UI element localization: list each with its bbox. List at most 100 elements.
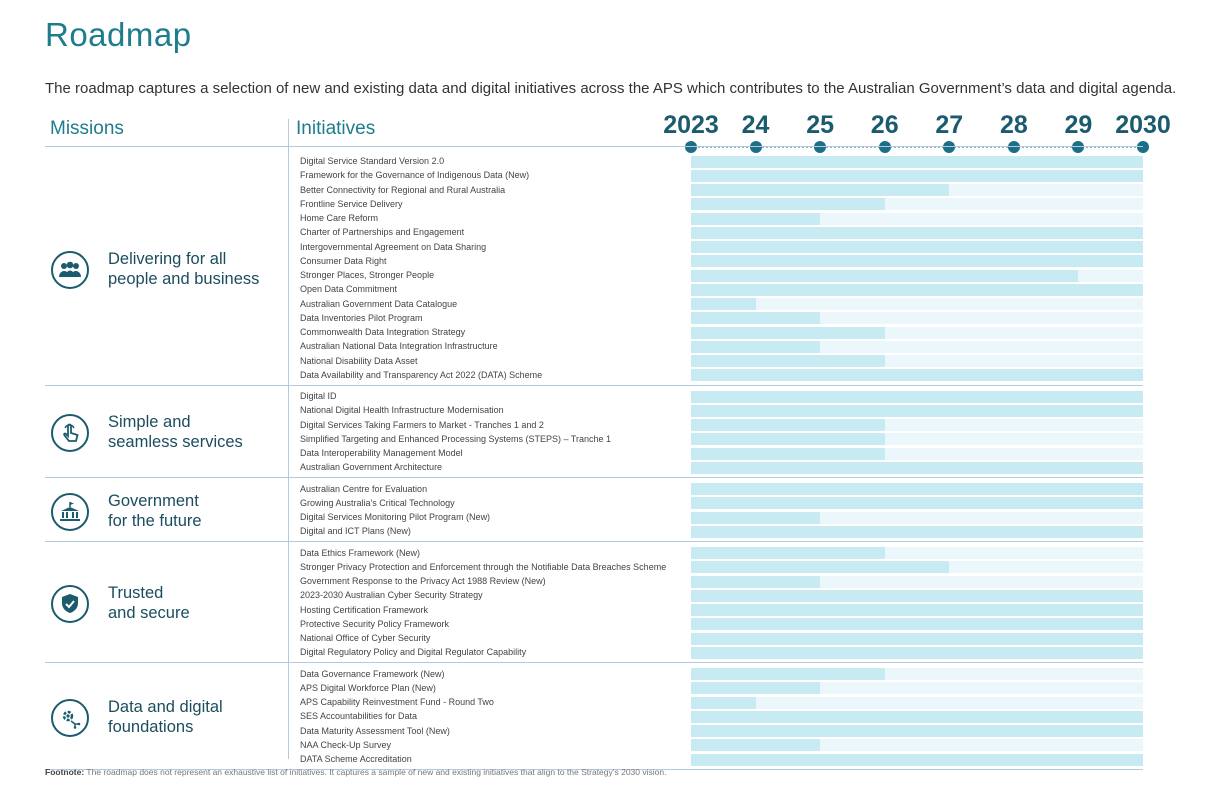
year-tick-label: 2030 [1115,111,1171,139]
initiative-label: Hosting Certification Framework [300,604,429,615]
shield-check-icon [51,585,89,623]
initiative-bar [691,739,821,752]
initiative-bar [691,483,1143,495]
initiative-label: APS Capability Reinvestment Fund - Round… [300,697,494,707]
initiative-bar [691,668,885,680]
initiative-label: Protective Security Policy Framework [300,618,450,629]
initiative-label: Growing Australia's Critical Technology [300,497,455,508]
group-divider [45,477,1143,478]
initiative-bar [691,447,885,460]
initiative-bar [691,226,1143,239]
people-group-icon [51,250,89,289]
initiative-bar [691,390,1143,403]
initiative-label: National Digital Health Infrastructure M… [300,405,504,416]
mission-label: Data and digital foundations [108,697,283,737]
mission-label-line: Delivering for all [108,249,227,268]
initiative-bar [691,682,821,695]
year-tick-label: 2023 [663,111,719,139]
timeline-dot [1137,141,1149,153]
initiative-bar [691,511,821,524]
timeline-dot [749,141,762,153]
initiative-bar [691,497,1143,510]
mission-label-line: foundations [108,717,194,736]
mission-label-line: for the future [108,511,202,530]
initiative-bar [691,155,1143,168]
initiative-bar [691,710,1143,723]
footnote-label: Footnote: [45,767,85,777]
initiative-label: Digital Regulatory Policy and Digital Re… [300,647,527,658]
initiative-label: Australian Centre for Evaluation [300,483,428,494]
year-tick-label: 25 [806,111,835,139]
intro-text: The roadmap captures a selection of new … [45,80,1177,97]
initiative-label: DATA Scheme Accreditation [300,754,412,764]
initiative-bar [691,753,1143,766]
initiative-bar [691,212,821,225]
group-divider [45,541,1143,542]
initiative-bar [691,547,885,559]
timeline-dot [1072,141,1085,153]
initiative-label: Data Interoperability Management Model [300,448,463,458]
initiative-bar [691,419,885,431]
initiative-label: Frontline Service Delivery [300,198,403,209]
mission-label-line: and secure [108,604,190,622]
mission-label-line: people and business [108,269,260,288]
initiative-label: Charter of Partnerships and Engagement [300,227,465,238]
year-tick-label: 26 [870,111,899,139]
government-building-icon [51,492,89,531]
mission-label-line: Data and digital [108,697,223,716]
footnote: Footnote: The roadmap does not represent… [45,767,666,777]
initiatives-header: Initiatives [296,118,376,139]
initiative-bar [691,618,1143,631]
initiative-label: Intergovernmental Agreement on Data Shar… [300,241,487,252]
group-divider [45,146,1143,147]
timeline-dot [685,141,697,153]
initiative-label: Stronger Places, Stronger People [300,270,435,280]
initiative-bar [691,283,1143,296]
initiative-bar [691,589,1143,602]
initiative-bar [691,241,1143,253]
group-divider [45,384,1143,386]
initiative-label: Data Inventories Pilot Program [300,312,423,323]
initiative-bar [691,255,1143,268]
bar-track [691,696,1143,709]
bar-track [691,298,1143,310]
timeline-dot [878,141,891,153]
initiative-label: SES Accountabilities for Data [300,711,418,722]
initiative-bar [691,369,1143,382]
timeline-dot [1007,141,1020,153]
initiative-bar [691,575,821,588]
year-tick-label: 24 [741,111,770,139]
year-tick-label: 28 [999,111,1028,139]
group-divider [45,662,1143,663]
initiative-label: Simplified Targeting and Enhanced Proces… [300,433,611,444]
initiative-bar [691,269,1079,282]
initiative-label: Data Availability and Transparency Act 2… [300,369,543,380]
initiative-bar [691,340,821,353]
initiative-bar [691,298,756,310]
initiative-label: NAA Check-Up Survey [300,739,392,750]
initiative-bar [691,169,1143,182]
mission-label: Government for the future [108,491,283,531]
mission-label: Trusted and secure [108,583,283,623]
initiative-label: Digital Services Monitoring Pilot Progra… [300,512,491,522]
initiative-label: National Office of Cyber Security [300,633,431,643]
initiative-bar [691,404,1143,417]
initiative-label: Digital and ICT Plans (New) [300,526,411,537]
column-divider [288,119,289,759]
mission-label: Delivering for all people and business [108,249,283,289]
initiative-label: Data Governance Framework (New) [300,668,445,679]
initiative-bar [691,326,885,339]
year-tick-label: 29 [1064,111,1093,139]
initiative-bar [691,198,885,211]
initiative-label: National Disability Data Asset [300,355,418,366]
initiative-bar [691,525,1143,538]
initiative-bar [691,461,1143,474]
mission-label-line: Simple and [108,413,191,432]
gear-network-icon [51,698,89,737]
initiative-bar [691,184,950,196]
page-title: Roadmap [45,16,192,53]
initiative-label: Stronger Privacy Protection and Enforcem… [300,561,667,572]
missions-header: Missions [50,118,124,139]
initiative-label: Framework for the Governance of Indigeno… [300,170,530,181]
initiative-bar [691,646,1143,659]
